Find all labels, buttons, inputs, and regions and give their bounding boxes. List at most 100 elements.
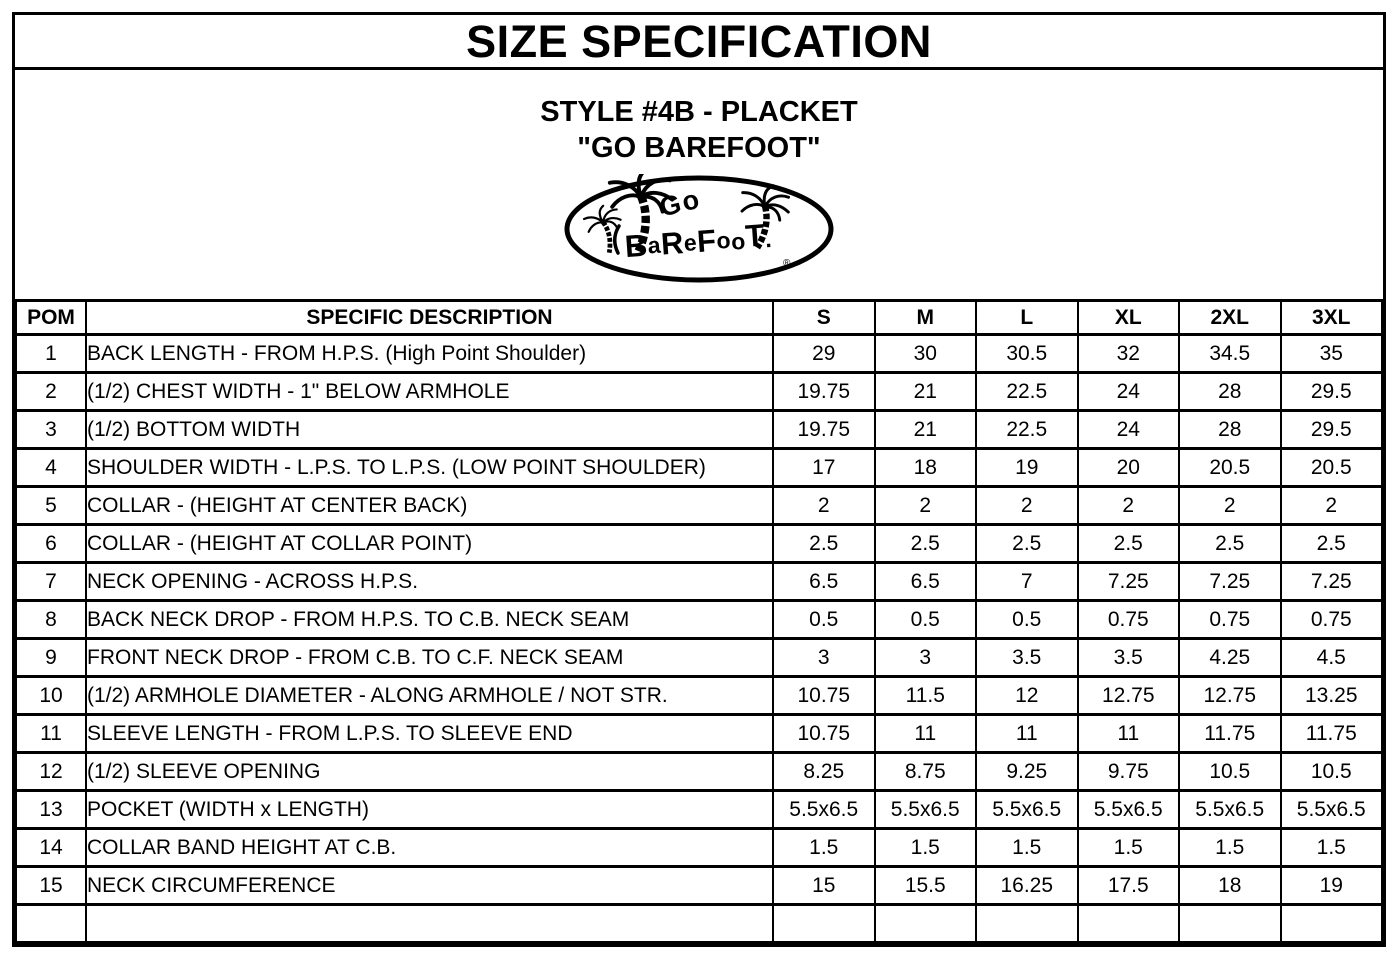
logo-oval <box>564 175 834 283</box>
size-value-cell: 11 <box>975 713 1079 754</box>
size-value-cell: 3.5 <box>975 637 1079 678</box>
size-value-cell: 10.75 <box>772 713 876 754</box>
size-value-cell: 28 <box>1178 371 1282 412</box>
size-value-cell: 2 <box>772 485 876 526</box>
description-cell: (1/2) SLEEVE OPENING <box>85 751 774 792</box>
size-value-cell: 3 <box>873 637 977 678</box>
size-value-cell: 11.75 <box>1279 713 1383 754</box>
column-header: M <box>873 299 977 336</box>
size-value-cell: 18 <box>1178 865 1282 906</box>
size-value-cell: 3 <box>772 637 876 678</box>
size-value-cell: 10.5 <box>1279 751 1383 792</box>
description-cell <box>85 903 774 944</box>
table-row: 11 SLEEVE LENGTH - FROM L.P.S. TO SLEEVE … <box>15 713 1383 754</box>
size-value-cell: 5.5x6.5 <box>772 789 876 830</box>
size-value-cell <box>1076 903 1180 944</box>
size-value-cell: 22.5 <box>975 371 1079 412</box>
size-value-cell: 21 <box>873 371 977 412</box>
pom-cell: 7 <box>15 561 87 602</box>
size-value-cell: 2.5 <box>1279 523 1383 564</box>
size-value-cell: 30 <box>873 333 977 374</box>
size-value-cell: 17.5 <box>1076 865 1180 906</box>
description-cell: COLLAR - (HEIGHT AT COLLAR POINT) <box>85 523 774 564</box>
table-header-row: POM SPECIFIC DESCRIPTION S M L XL 2XL 3XL <box>15 299 1383 336</box>
table-row: 13 POCKET (WIDTH x LENGTH) 5.5x6.5 5.5x6.5 5… <box>15 789 1383 830</box>
size-value-cell: 24 <box>1076 409 1180 450</box>
size-value-cell: 0.75 <box>1279 599 1383 640</box>
size-value-cell: 8.25 <box>772 751 876 792</box>
table-row: 4 SHOULDER WIDTH - L.P.S. TO L.P.S. (LOW … <box>15 447 1383 488</box>
size-value-cell: 4.5 <box>1279 637 1383 678</box>
size-value-cell: 12 <box>975 675 1079 716</box>
description-cell: BACK LENGTH - FROM H.P.S. (High Point Sh… <box>85 333 774 374</box>
size-value-cell: 4.25 <box>1178 637 1282 678</box>
pom-cell: 15 <box>15 865 87 906</box>
pom-cell: 3 <box>15 409 87 450</box>
table-row <box>15 903 1383 944</box>
table-row: 8 BACK NECK DROP - FROM H.P.S. TO C.B. NE… <box>15 599 1383 640</box>
size-value-cell: 5.5x6.5 <box>1279 789 1383 830</box>
size-value-cell: 11.5 <box>873 675 977 716</box>
column-header: 2XL <box>1178 299 1282 336</box>
pom-cell: 13 <box>15 789 87 830</box>
size-value-cell: 2.5 <box>772 523 876 564</box>
size-value-cell: 6.5 <box>873 561 977 602</box>
description-cell: (1/2) ARMHOLE DIAMETER - ALONG ARMHOLE /… <box>85 675 774 716</box>
size-value-cell: 11 <box>873 713 977 754</box>
column-header: POM <box>15 299 87 336</box>
size-value-cell: 5.5x6.5 <box>873 789 977 830</box>
description-cell: BACK NECK DROP - FROM H.P.S. TO C.B. NEC… <box>85 599 774 640</box>
title-box: SIZE SPECIFICATION <box>15 15 1383 70</box>
size-value-cell: 10.75 <box>772 675 876 716</box>
subtitle-block: STYLE #4B - PLACKET "GO BAREFOOT" <box>15 70 1383 166</box>
size-value-cell: 2 <box>1076 485 1180 526</box>
size-value-cell: 29.5 <box>1279 371 1383 412</box>
table-row: 15 NECK CIRCUMFERENCE 15 15.5 16.25 17.5 18 19 <box>15 865 1383 906</box>
size-value-cell: 7 <box>975 561 1079 602</box>
table-row: 1 BACK LENGTH - FROM H.P.S. (High Point S… <box>15 333 1383 374</box>
size-value-cell: 1.5 <box>1178 827 1282 868</box>
size-value-cell <box>975 903 1079 944</box>
pom-cell: 6 <box>15 523 87 564</box>
size-value-cell <box>772 903 876 944</box>
column-header: S <box>772 299 876 336</box>
page-title: SIZE SPECIFICATION <box>466 15 932 67</box>
size-value-cell: 1.5 <box>873 827 977 868</box>
size-value-cell: 19 <box>1279 865 1383 906</box>
size-value-cell: 28 <box>1178 409 1282 450</box>
logo-flourish <box>613 224 621 255</box>
size-value-cell: 15 <box>772 865 876 906</box>
table-row: 10 (1/2) ARMHOLE DIAMETER - ALONG ARMHOLE… <box>15 675 1383 716</box>
size-value-cell: 19.75 <box>772 409 876 450</box>
table-row: 5 COLLAR - (HEIGHT AT CENTER BACK) 2 2 2 2 2 2 <box>15 485 1383 526</box>
size-value-cell: 11.75 <box>1178 713 1282 754</box>
size-value-cell: 0.5 <box>873 599 977 640</box>
palm-tree-icon <box>582 203 628 257</box>
size-value-cell: 8.75 <box>873 751 977 792</box>
pom-cell: 12 <box>15 751 87 792</box>
size-value-cell: 11 <box>1076 713 1180 754</box>
logo-wordmark: BaReFooT. <box>624 217 773 264</box>
description-cell: (1/2) CHEST WIDTH - 1" BELOW ARMHOLE <box>85 371 774 412</box>
table-row: 7 NECK OPENING - ACROSS H.P.S. 6.5 6.5 7 7.25… <box>15 561 1383 602</box>
size-value-cell: 10.5 <box>1178 751 1282 792</box>
size-value-cell: 2 <box>1178 485 1282 526</box>
size-value-cell: 1.5 <box>772 827 876 868</box>
size-value-cell: 5.5x6.5 <box>1178 789 1282 830</box>
registered-mark: ® <box>783 258 791 269</box>
pom-cell: 11 <box>15 713 87 754</box>
pom-cell: 1 <box>15 333 87 374</box>
style-header-section: STYLE #4B - PLACKET "GO BAREFOOT" <box>15 70 1383 299</box>
size-value-cell <box>1279 903 1383 944</box>
size-value-cell: 2.5 <box>873 523 977 564</box>
pom-cell: 2 <box>15 371 87 412</box>
size-value-cell: 29.5 <box>1279 409 1383 450</box>
size-value-cell: 1.5 <box>975 827 1079 868</box>
pom-cell: 5 <box>15 485 87 526</box>
size-value-cell: 29 <box>772 333 876 374</box>
size-value-cell: 24 <box>1076 371 1180 412</box>
description-cell: COLLAR - (HEIGHT AT CENTER BACK) <box>85 485 774 526</box>
description-cell: COLLAR BAND HEIGHT AT C.B. <box>85 827 774 868</box>
size-value-cell: 16.25 <box>975 865 1079 906</box>
size-value-cell: 2 <box>975 485 1079 526</box>
